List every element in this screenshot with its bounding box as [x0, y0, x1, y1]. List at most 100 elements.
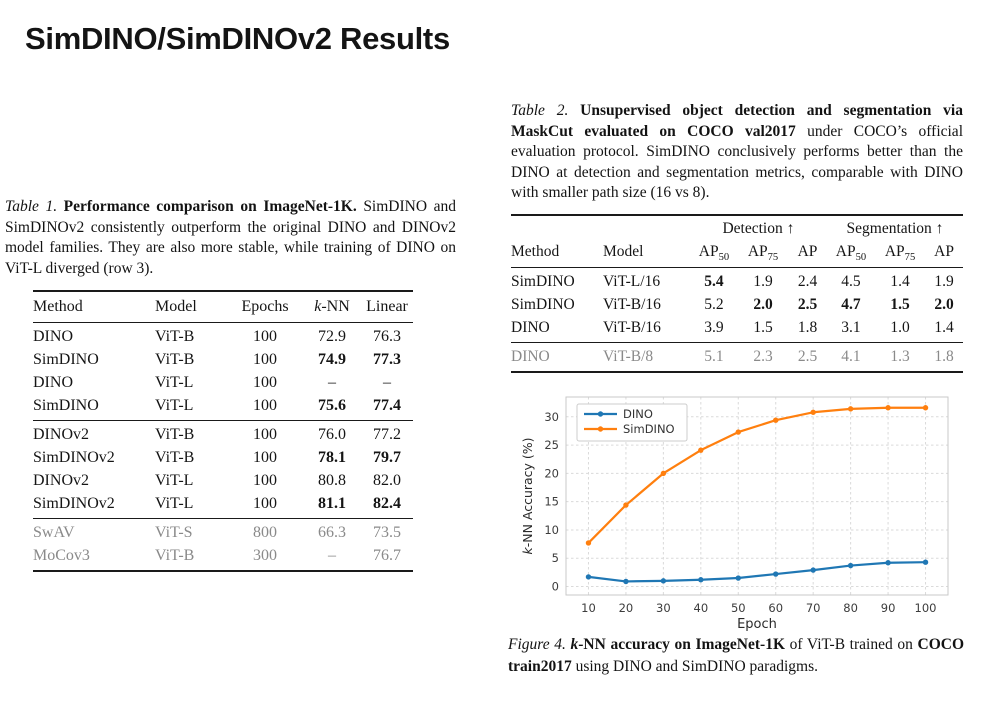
legend-label-dino: DINO [623, 407, 653, 421]
table-row: SimDINO ViT-L/16 5.4 1.9 2.4 4.5 1.4 1.9 [511, 268, 963, 294]
table-cell: DINO [511, 319, 550, 336]
table-cell: 300 [253, 547, 277, 564]
x-tick-label: 10 [581, 601, 596, 615]
column-header: AP50 [826, 237, 875, 268]
x-tick-label: 70 [806, 601, 821, 615]
table-cell: 81.1 [318, 495, 346, 512]
table-cell: 4.7 [841, 296, 861, 313]
text-segment: of ViT-B trained on [789, 636, 918, 653]
x-tick-label: 80 [843, 601, 858, 615]
table-cell: 3.9 [704, 319, 724, 336]
text-segment: AP [747, 243, 768, 260]
simdino-marker [773, 417, 779, 423]
table-cell: 100 [253, 374, 277, 391]
simdino-line [587, 406, 927, 545]
table-cell: 2.4 [797, 273, 818, 290]
simdino-marker [847, 406, 854, 412]
y-tick-label: 0 [552, 580, 559, 594]
dino-marker [885, 560, 891, 566]
table-row: SimDINO ViT-B 100 74.9 77.3 [33, 349, 413, 372]
table-cell: ViT-B/8 [603, 348, 654, 365]
table-row: SimDINOv2 ViT-B 100 78.1 79.7 [33, 447, 413, 470]
table-cell: 66.3 [318, 524, 346, 541]
table-cell: 100 [253, 449, 277, 466]
table-cell: SimDINOv2 [33, 449, 115, 466]
x-tick-label: 90 [881, 601, 896, 615]
y-tick-label: 15 [544, 495, 559, 509]
table-cell: DINO [511, 348, 550, 365]
table-cell: 76.3 [373, 328, 401, 345]
muted-section: SwAV ViT-S 800 66.3 73.5 MoCov3 ViT-B 300 – 76.7 [33, 518, 413, 572]
x-axis-label: Epoch [737, 617, 777, 632]
text-segment: 75 [767, 252, 779, 264]
column-header: Method [511, 237, 604, 268]
table-cell: 100 [253, 426, 277, 443]
table-cell: ViT-B/16 [603, 296, 661, 313]
table-cell: 75.6 [318, 397, 346, 414]
gridlines [566, 397, 948, 595]
table-cell: 1.4 [890, 273, 910, 290]
table-cell: 1.3 [890, 348, 910, 365]
table-cell: 1.0 [890, 319, 910, 336]
table-cell: 82.4 [373, 495, 401, 512]
text-segment: Method [33, 298, 83, 315]
text-segment: -NN accuracy on ImageNet-1K [578, 636, 790, 653]
table-cell: 76.7 [373, 547, 401, 564]
simdino-marker [885, 405, 891, 411]
table1-caption: Table 1. Performance comparison on Image… [5, 197, 456, 279]
text-segment: AP [835, 243, 856, 260]
section: DINOv2 ViT-B 100 76.0 77.2 SimDINOv2 ViT-B 100 7… [33, 420, 413, 519]
coco-detection-segmentation-table: Detection ↑ Segmentation ↑ Method Model AP50… [511, 214, 963, 373]
table-row: DINO ViT-L 100 – – [33, 372, 413, 395]
dino-marker [847, 562, 854, 569]
table-cell: ViT-B [155, 328, 195, 345]
simdino-marker [660, 470, 667, 477]
table-cell: ViT-L [155, 374, 194, 391]
y-tick-label: 25 [544, 438, 559, 452]
table-cell: ViT-L/16 [603, 273, 661, 290]
tick-labels: 0 5 10 15 20 25 30 10 20 30 40 50 60 70 80 90 100 [544, 410, 936, 615]
table-cell: 1.8 [797, 319, 818, 336]
table-cell: 1.8 [934, 348, 954, 365]
imagenet-results-table: Method Model Epochs k-NN Linear DINO ViT-B 100 7… [33, 290, 413, 572]
table-cell: 80.8 [318, 472, 346, 489]
table-cell: 800 [253, 524, 277, 541]
text-segment: Model [155, 298, 197, 315]
table-cell: 73.5 [373, 524, 401, 541]
table-cell: 77.4 [373, 397, 401, 414]
legend-marker-simdino [597, 426, 604, 432]
table-cell: 74.9 [318, 351, 346, 368]
group-header-row: Detection ↑ Segmentation ↑ [511, 215, 963, 237]
dino-marker [810, 567, 816, 573]
table-cell: 79.7 [373, 449, 401, 466]
table-cell: DINO [33, 374, 73, 391]
table-cell: SimDINOv2 [33, 495, 115, 512]
column-header-row: Method Model AP50 AP75 AP AP50 AP75 AP [511, 237, 963, 268]
table-row: DINO ViT-B/8 5.1 2.3 2.5 4.1 1.3 1.8 [511, 343, 963, 373]
table2-caption: Table 2. Unsupervised object detection a… [511, 101, 963, 204]
simdino-series [585, 405, 929, 546]
table-cell: DINOv2 [33, 472, 89, 489]
text-segment: -NN [321, 298, 350, 315]
figure4-caption: Figure 4. k-NN accuracy on ImageNet-1K o… [508, 634, 964, 677]
y-tick-label: 30 [544, 410, 559, 424]
table-cell: ViT-B [155, 547, 195, 564]
dino-marker [922, 559, 929, 565]
text-segment: Figure 4. [508, 636, 571, 653]
table-row: MoCov3 ViT-B 300 – 76.7 [33, 545, 413, 572]
table-cell: 4.5 [841, 273, 861, 290]
text-segment: k [314, 298, 322, 315]
y-tick-label: 10 [544, 523, 559, 537]
text-segment: 75 [904, 252, 916, 264]
simdino-marker [810, 409, 816, 415]
table-cell: ViT-B [155, 449, 195, 466]
table-cell: ViT-S [155, 524, 193, 541]
dino-marker [735, 575, 741, 581]
table-cell: 77.2 [373, 426, 401, 443]
text-segment: AP [884, 243, 905, 260]
column-header-row: Method Model Epochs k-NN Linear [33, 291, 413, 323]
table-cell: 100 [253, 397, 277, 414]
table-cell: ViT-L [155, 397, 194, 414]
table-cell: MoCov3 [33, 547, 90, 564]
